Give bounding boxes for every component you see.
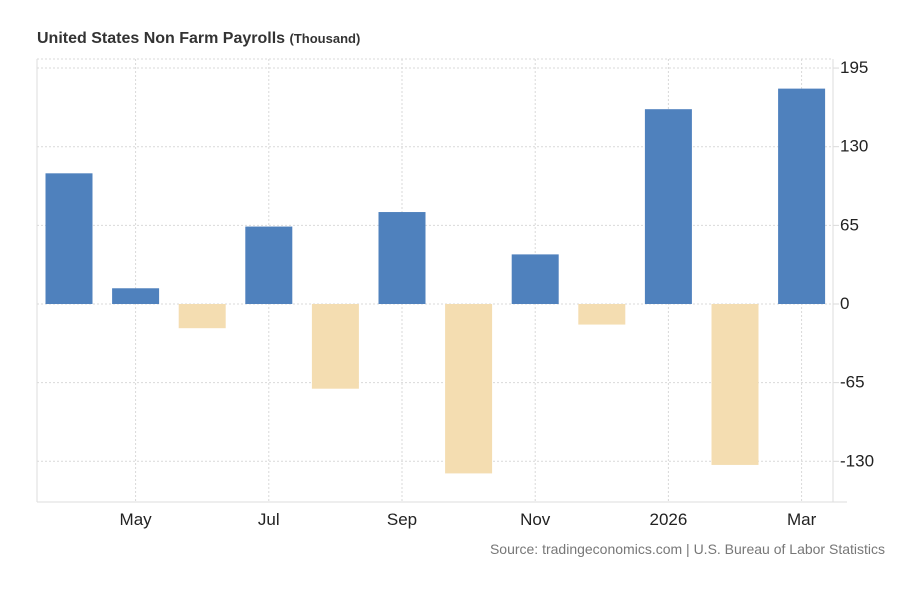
title-unit: (Thousand) bbox=[289, 31, 361, 46]
y-tick-label: 130 bbox=[840, 137, 868, 156]
x-tick-label: Sep bbox=[387, 510, 417, 529]
bar-dec-2025[interactable] bbox=[578, 304, 626, 325]
bar-jun-2025[interactable] bbox=[178, 304, 226, 329]
y-tick-label: 65 bbox=[840, 215, 859, 234]
bar-jul-2025[interactable] bbox=[245, 226, 293, 304]
bar-oct-2025[interactable] bbox=[445, 304, 493, 474]
bar-jan-2026[interactable] bbox=[644, 109, 692, 304]
bar-may-2025[interactable] bbox=[112, 288, 160, 304]
y-tick-label: -65 bbox=[840, 373, 865, 392]
chart-title: United States Non Farm Payrolls (Thousan… bbox=[37, 30, 360, 48]
bar-mar-2026[interactable] bbox=[778, 88, 826, 305]
bar-feb-2026[interactable] bbox=[711, 304, 759, 465]
y-tick-label: 0 bbox=[840, 294, 849, 313]
x-tick-label: Mar bbox=[787, 510, 817, 529]
x-tick-label: 2026 bbox=[649, 510, 687, 529]
bar-apr-2025[interactable] bbox=[45, 173, 93, 304]
x-tick-label: Nov bbox=[520, 510, 551, 529]
y-tick-label: -130 bbox=[840, 451, 874, 470]
bar-sep-2025[interactable] bbox=[378, 212, 426, 304]
bar-aug-2025[interactable] bbox=[311, 304, 359, 389]
y-tick-label: 195 bbox=[840, 58, 868, 77]
bar-nov-2025[interactable] bbox=[511, 254, 559, 304]
title-text: United States Non Farm Payrolls bbox=[37, 30, 286, 47]
x-tick-label: May bbox=[120, 510, 153, 529]
source-note: Source: tradingeconomics.com | U.S. Bure… bbox=[489, 541, 885, 557]
x-tick-label: Jul bbox=[258, 510, 280, 529]
